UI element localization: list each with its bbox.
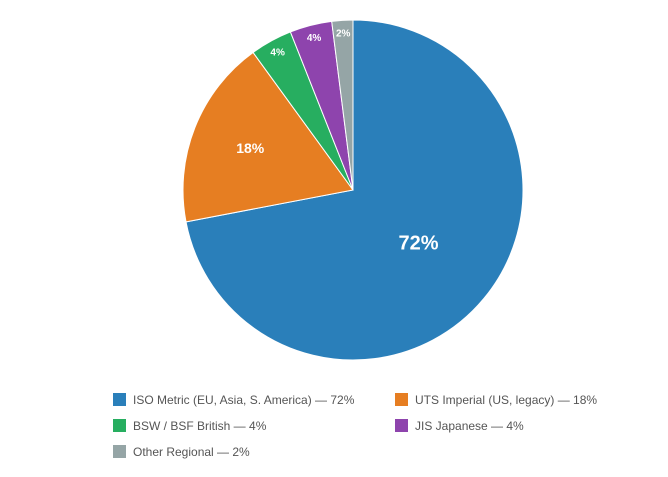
- legend-swatch: [113, 393, 126, 406]
- legend-swatch: [395, 419, 408, 432]
- legend-item-bsw-bsf[interactable]: BSW / BSF British — 4%: [113, 417, 395, 434]
- legend-label: ISO Metric (EU, Asia, S. America) — 72%: [133, 392, 355, 407]
- legend-label: BSW / BSF British — 4%: [133, 418, 267, 433]
- legend-item-jis[interactable]: JIS Japanese — 4%: [395, 417, 633, 434]
- legend: ISO Metric (EU, Asia, S. America) — 72% …: [113, 391, 633, 460]
- legend-swatch: [113, 445, 126, 458]
- pie-slice-uts-imperial-us-legacy[interactable]: [182, 51, 354, 223]
- legend-item-other-regional[interactable]: Other Regional — 2%: [113, 443, 395, 460]
- legend-label: JIS Japanese — 4%: [415, 418, 524, 433]
- legend-label: UTS Imperial (US, legacy) — 18%: [415, 392, 598, 407]
- pie-chart: 72% 18% 4% 4% 2%: [182, 19, 524, 361]
- pie-slice-iso-metric-eu-asia-s-america[interactable]: [185, 19, 524, 361]
- slice-label-bsw-bsf-british: 4%: [270, 48, 285, 59]
- legend-swatch: [395, 393, 408, 406]
- slice-label-other-regional: 2%: [336, 29, 351, 40]
- legend-swatch: [113, 419, 126, 432]
- slice-label-jis-japanese: 4%: [307, 33, 322, 44]
- pie-slice-other-regional[interactable]: [331, 19, 354, 191]
- slice-label-uts-imperial-us-legacy: 18%: [236, 140, 265, 156]
- legend-item-uts-imperial[interactable]: UTS Imperial (US, legacy) — 18%: [395, 391, 633, 408]
- legend-item-iso-metric[interactable]: ISO Metric (EU, Asia, S. America) — 72%: [113, 391, 395, 408]
- slice-label-iso-metric-eu-asia-s-america: 72%: [398, 232, 438, 254]
- legend-label: Other Regional — 2%: [133, 444, 250, 459]
